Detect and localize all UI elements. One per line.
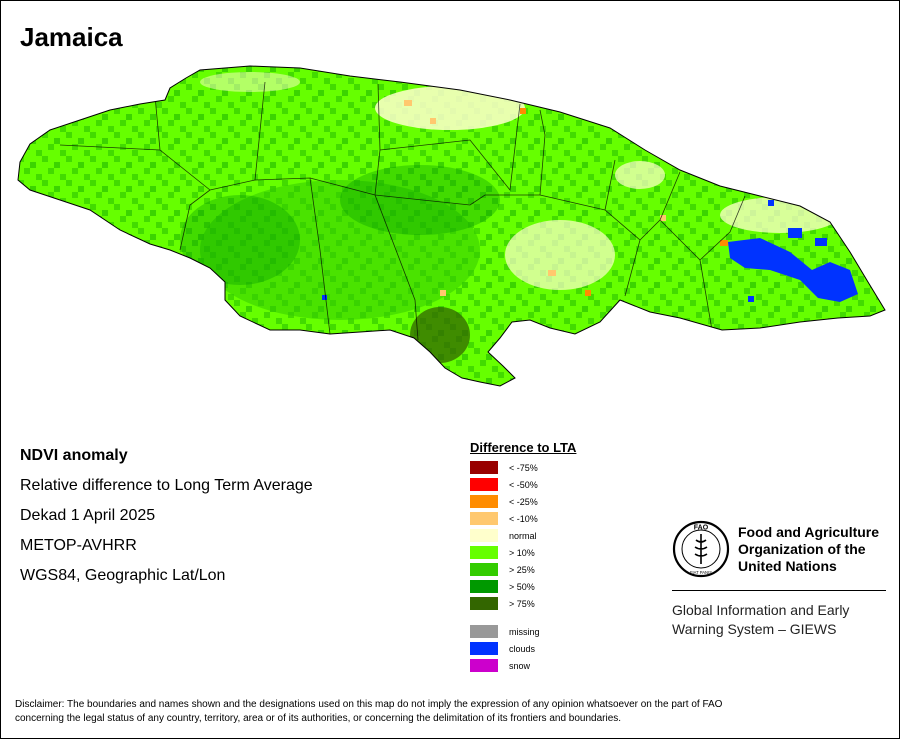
jamaica-map xyxy=(17,65,886,387)
legend-label: > 75% xyxy=(509,598,535,609)
legend-swatch xyxy=(470,529,498,542)
legend-item: snow xyxy=(470,659,530,672)
disclaimer-line: Disclaimer: The boundaries and names sho… xyxy=(15,699,723,710)
legend-item: clouds xyxy=(470,642,535,655)
disclaimer: Disclaimer: The boundaries and names sho… xyxy=(15,698,885,726)
legend-label: < -75% xyxy=(509,462,538,473)
logo-motto: FIAT PANIS xyxy=(690,570,712,575)
giews-label: Global Information and Early Warning Sys… xyxy=(672,601,888,639)
legend: Difference to LTA < -75% < -50% < -25% <… xyxy=(470,440,577,672)
product-name: NDVI anomaly xyxy=(20,447,128,464)
product-description: Relative difference to Long Term Average xyxy=(20,477,313,494)
logo-letters: FAO xyxy=(694,525,709,532)
disclaimer-line: concerning the legal status of any count… xyxy=(15,713,622,724)
legend-label: clouds xyxy=(509,643,536,654)
legend-label: normal xyxy=(509,530,537,541)
fao-logo-icon: FAO FIAT PANIS xyxy=(672,520,730,578)
legend-label: snow xyxy=(509,660,531,671)
legend-label: > 25% xyxy=(509,564,535,575)
legend-item: < -75% xyxy=(470,461,538,474)
legend-swatch xyxy=(470,478,498,491)
legend-item: > 10% xyxy=(470,546,535,559)
legend-item: > 50% xyxy=(470,580,535,593)
projection: WGS84, Geographic Lat/Lon xyxy=(20,567,226,584)
legend-title: Difference to LTA xyxy=(470,440,577,455)
legend-item: > 25% xyxy=(470,563,535,576)
legend-swatch xyxy=(470,495,498,508)
giews-line: Global Information and Early xyxy=(672,602,850,618)
divider xyxy=(672,590,886,591)
legend-item: normal xyxy=(470,529,537,542)
legend-item: < -50% xyxy=(470,478,538,491)
legend-swatch xyxy=(470,563,498,576)
legend-label: < -50% xyxy=(509,479,538,490)
legend-item: < -25% xyxy=(470,495,538,508)
org-name-line: United Nations xyxy=(738,558,837,574)
giews-line: Warning System – GIEWS xyxy=(672,621,837,637)
legend-swatch xyxy=(470,642,498,655)
legend-label: > 50% xyxy=(509,581,535,592)
organization-name: Food and Agriculture Organization of the… xyxy=(738,524,898,575)
legend-label: missing xyxy=(509,626,540,637)
legend-label: < -10% xyxy=(509,513,538,524)
map-title: Jamaica xyxy=(20,22,123,52)
legend-item: missing xyxy=(470,625,540,638)
legend-item: < -10% xyxy=(470,512,538,525)
legend-swatch xyxy=(470,461,498,474)
legend-label: > 10% xyxy=(509,547,535,558)
legend-swatch xyxy=(470,512,498,525)
sensor: METOP-AVHRR xyxy=(20,537,137,554)
legend-swatch xyxy=(470,597,498,610)
legend-item: > 75% xyxy=(470,597,535,610)
org-name-line: Organization of the xyxy=(738,541,866,557)
legend-label: < -25% xyxy=(509,496,538,507)
org-name-line: Food and Agriculture xyxy=(738,524,880,540)
legend-swatch xyxy=(470,546,498,559)
period: Dekad 1 April 2025 xyxy=(20,507,156,524)
legend-swatch xyxy=(470,659,498,672)
map-info: NDVI anomaly Relative difference to Long… xyxy=(20,446,313,596)
legend-swatch xyxy=(470,625,498,638)
legend-swatch xyxy=(470,580,498,593)
